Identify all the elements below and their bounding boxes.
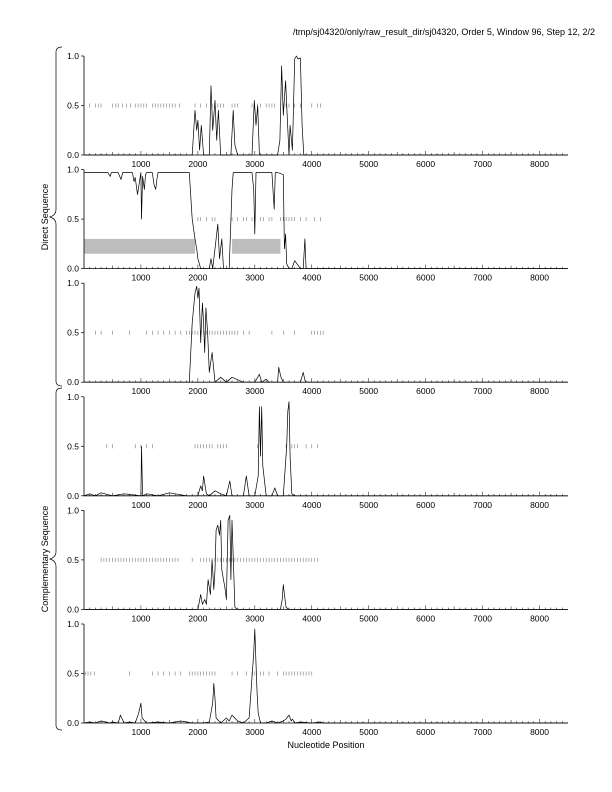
axes xyxy=(83,624,568,724)
y-tick-label: 0.5 xyxy=(67,555,79,565)
panel-4: 0.0 0.5 1.0 1000 2000 3000 4000 5000 6000 7000 800… xyxy=(67,392,568,510)
y-tick-label: 1.0 xyxy=(67,165,79,175)
x-tick-label: 2000 xyxy=(188,500,207,510)
panel-2: 0.0 0.5 1.0 1000 2000 3000 4000 5000 6000 7000 800… xyxy=(67,165,568,283)
chart-panels: 0.0 0.5 1.0 1000 2000 3000 4000 5000 6000 7000 800… xyxy=(67,51,568,737)
x-tick-label: 3000 xyxy=(245,727,264,737)
x-tick-label: 2000 xyxy=(188,613,207,623)
x-tick-label: 7000 xyxy=(473,273,492,283)
chart-title: /tmp/sj04320/only/raw_result_dir/sj04320… xyxy=(292,27,595,37)
x-tick-label: 7000 xyxy=(473,159,492,169)
x-tick-label: 8000 xyxy=(530,727,549,737)
sequence-group-brackets: Direct Sequence Complementary Sequence xyxy=(40,46,63,731)
x-tick-label: 2000 xyxy=(188,386,207,396)
x-tick-label: 4000 xyxy=(302,500,321,510)
x-tick-label: 3000 xyxy=(245,386,264,396)
panel-6: 0.0 0.5 1.0 1000 2000 3000 4000 5000 6000 7000 800… xyxy=(67,619,568,737)
x-tick-label: 6000 xyxy=(416,159,435,169)
series-line xyxy=(83,401,568,497)
x-tick-label: 5000 xyxy=(359,159,378,169)
x-tick-label: 7000 xyxy=(473,500,492,510)
series-line xyxy=(84,285,568,383)
panel-1: 0.0 0.5 1.0 1000 2000 3000 4000 5000 6000 7000 800… xyxy=(67,51,568,169)
x-tick-label: 6000 xyxy=(416,273,435,283)
axes xyxy=(83,396,568,497)
y-tick-label: 0.0 xyxy=(67,491,79,501)
y-tick-label: 0.0 xyxy=(67,377,79,387)
x-tick-label: 7000 xyxy=(473,613,492,623)
x-tick-label: 1000 xyxy=(131,386,150,396)
x-tick-label: 8000 xyxy=(530,273,549,283)
x-axis-label: Nucleotide Position xyxy=(287,740,364,750)
x-tick-label: 7000 xyxy=(473,727,492,737)
shaded-region xyxy=(84,238,196,254)
x-tick-label: 6000 xyxy=(416,500,435,510)
x-tick-label: 4000 xyxy=(302,386,321,396)
shaded-region xyxy=(232,238,281,254)
x-tick-label: 6000 xyxy=(416,613,435,623)
y-tick-label: 1.0 xyxy=(67,505,79,515)
x-tick-label: 3000 xyxy=(245,500,264,510)
axes xyxy=(83,56,568,156)
y-tick-label: 1.0 xyxy=(67,619,79,629)
x-tick-label: 5000 xyxy=(359,613,378,623)
x-tick-label: 3000 xyxy=(245,613,264,623)
x-tick-label: 6000 xyxy=(416,727,435,737)
x-tick-label: 8000 xyxy=(530,613,549,623)
x-tick-label: 3000 xyxy=(245,273,264,283)
panel-3: 0.0 0.5 1.0 1000 2000 3000 4000 5000 6000 7000 800… xyxy=(67,278,568,396)
y-tick-label: 0.5 xyxy=(67,101,79,111)
x-tick-label: 5000 xyxy=(359,386,378,396)
x-tick-label: 1000 xyxy=(131,613,150,623)
complementary-sequence-bracket xyxy=(48,387,63,731)
x-tick-label: 8000 xyxy=(530,159,549,169)
x-tick-label: 5000 xyxy=(359,727,378,737)
axes xyxy=(83,510,568,610)
x-tick-label: 5000 xyxy=(359,273,378,283)
x-tick-label: 2000 xyxy=(188,727,207,737)
y-tick-label: 1.0 xyxy=(67,392,79,402)
x-tick-label: 3000 xyxy=(245,159,264,169)
x-tick-label: 1000 xyxy=(131,159,150,169)
x-tick-label: 1000 xyxy=(131,727,150,737)
x-tick-label: 2000 xyxy=(188,159,207,169)
direct-sequence-label: Direct Sequence xyxy=(40,184,50,251)
x-tick-label: 8000 xyxy=(530,386,549,396)
x-tick-label: 1000 xyxy=(131,500,150,510)
series-line xyxy=(84,55,568,156)
y-tick-label: 1.0 xyxy=(67,278,79,288)
panel-5: 0.0 0.5 1.0 1000 2000 3000 4000 5000 6000 7000 800… xyxy=(67,505,568,623)
axes xyxy=(83,283,568,383)
x-tick-label: 2000 xyxy=(188,273,207,283)
y-tick-label: 0.0 xyxy=(67,150,79,160)
y-tick-label: 1.0 xyxy=(67,51,79,61)
x-tick-label: 6000 xyxy=(416,386,435,396)
series-line xyxy=(84,172,568,269)
x-tick-label: 7000 xyxy=(473,386,492,396)
y-tick-label: 0.0 xyxy=(67,604,79,614)
complementary-sequence-label: Complementary Sequence xyxy=(40,506,50,613)
x-tick-label: 4000 xyxy=(302,727,321,737)
y-tick-label: 0.5 xyxy=(67,328,79,338)
x-tick-label: 1000 xyxy=(131,273,150,283)
direct-sequence-bracket xyxy=(48,46,63,387)
y-tick-label: 0.5 xyxy=(67,441,79,451)
x-tick-label: 5000 xyxy=(359,500,378,510)
y-tick-label: 0.5 xyxy=(67,669,79,679)
series-line xyxy=(83,628,568,724)
y-tick-label: 0.5 xyxy=(67,214,79,224)
x-tick-label: 4000 xyxy=(302,159,321,169)
series-line xyxy=(84,515,568,610)
x-tick-label: 4000 xyxy=(302,613,321,623)
y-tick-label: 0.0 xyxy=(67,264,79,274)
x-tick-label: 8000 xyxy=(530,500,549,510)
y-tick-label: 0.0 xyxy=(67,718,79,728)
x-tick-label: 4000 xyxy=(302,273,321,283)
